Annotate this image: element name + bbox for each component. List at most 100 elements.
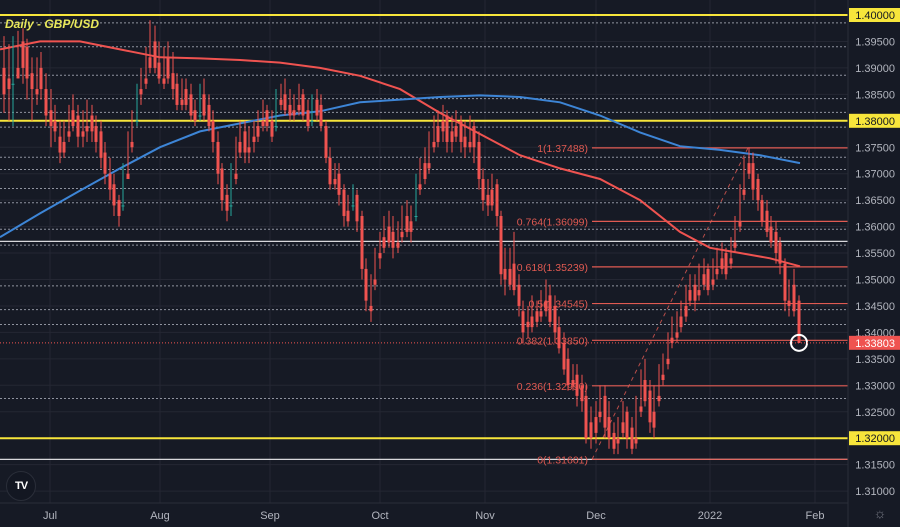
time-axis-label: Nov [475, 510, 495, 522]
candle-body [39, 67, 43, 90]
gear-icon[interactable]: ☼ [873, 505, 887, 521]
candle-body [450, 131, 454, 142]
time-axis-label: Feb [806, 510, 825, 522]
candle-body [103, 152, 107, 174]
candle-body [11, 83, 15, 85]
price-axis-label: 1.33500 [855, 354, 895, 366]
candle-body [639, 406, 643, 412]
candle-body [414, 216, 418, 218]
candle-body [711, 279, 715, 285]
price-tag-background [849, 335, 900, 350]
candle-body [432, 141, 436, 148]
candle-body [369, 305, 373, 312]
candlesticks [2, 20, 801, 455]
candle-body [184, 89, 188, 105]
candle-body [202, 94, 206, 116]
candle-body [94, 126, 98, 142]
key-levels [0, 14, 848, 440]
candle-body [454, 126, 458, 137]
price-tag-label: 1.40000 [855, 10, 895, 22]
time-axis-label: Dec [586, 510, 606, 522]
price-axis-label: 1.37500 [855, 142, 895, 154]
candle-body [148, 57, 152, 68]
candle-body [580, 385, 584, 402]
candle-body [360, 216, 364, 269]
candle-body [724, 253, 728, 275]
candle-body [530, 316, 534, 328]
candle-body [706, 268, 710, 291]
candle-body [198, 115, 202, 117]
candle-body [548, 295, 552, 322]
candle-body [733, 242, 737, 248]
candle-body [117, 200, 121, 217]
candle-body [53, 120, 57, 132]
fib-level-label: 0.764(1.36099) [517, 216, 588, 228]
price-axis-label: 1.33000 [855, 380, 895, 392]
candle-body [648, 390, 652, 423]
candle-body [675, 332, 679, 338]
candle-body [247, 147, 251, 153]
candle-body [468, 141, 472, 148]
candle-body [679, 316, 683, 328]
candle-body [71, 110, 75, 127]
price-tag-label: 1.32000 [855, 433, 895, 445]
candle-body [765, 210, 769, 232]
candle-body [220, 168, 224, 201]
tradingview-logo[interactable]: TV [6, 471, 36, 501]
candle-body [171, 73, 175, 90]
candle-body [571, 380, 575, 386]
candle-body [787, 300, 791, 306]
candle-body [477, 141, 481, 179]
candle-body [157, 62, 161, 79]
candle-body [364, 268, 368, 301]
fib-level-label: 0.5(1.34545) [528, 299, 588, 311]
candle-body [342, 189, 346, 217]
time-axis[interactable]: Jul Aug Sep Oct Nov Dec 2022 Feb [43, 510, 825, 522]
candle-body [166, 57, 170, 79]
time-axis-label: Aug [150, 510, 170, 522]
candle-body [697, 290, 701, 296]
candle-body [297, 104, 301, 111]
candle-body [337, 173, 341, 195]
candle-body [396, 242, 400, 248]
candle-body [319, 104, 323, 127]
candle-body [436, 126, 440, 142]
price-axis-label: 1.31000 [855, 486, 895, 498]
candle-body [25, 46, 29, 79]
candle-body [760, 200, 764, 222]
fibonacci-retracement[interactable]: 1(1.37488) 0.764(1.36099) 0.618(1.35239) 0.… [517, 143, 848, 466]
candle-body [427, 163, 431, 169]
candle-body [301, 94, 305, 116]
candle-body [508, 268, 512, 285]
candle-body [76, 115, 80, 137]
candle-body [35, 89, 39, 95]
candle-body [566, 358, 570, 386]
price-axis[interactable]: 1.40000 1.39500 1.39000 1.38500 1.38000 1.375… [849, 8, 900, 498]
candle-body [535, 311, 539, 322]
moving-averages [0, 40, 801, 268]
candle-body [603, 395, 607, 428]
price-axis-label: 1.39000 [855, 63, 895, 75]
candle-body [418, 184, 422, 190]
price-axis-label: 1.39500 [855, 36, 895, 48]
candle-body [634, 438, 638, 444]
candle-body [135, 120, 139, 122]
candle-body [594, 417, 598, 433]
price-tag-label: 1.38000 [855, 116, 895, 128]
candle-body [616, 438, 620, 444]
candle-body [67, 131, 71, 137]
candle-body [211, 120, 215, 142]
candle-body [274, 126, 278, 128]
candle-body [756, 178, 760, 201]
candle-body [229, 205, 233, 207]
candle-body [589, 422, 593, 439]
candle-body [162, 78, 166, 84]
candle-body [216, 141, 220, 174]
candle-body [7, 78, 11, 90]
candle-body [598, 411, 602, 418]
price-axis-label: 1.36500 [855, 195, 895, 207]
candle-body [189, 94, 193, 116]
price-axis-label: 1.36000 [855, 222, 895, 234]
candle-body [584, 395, 588, 439]
